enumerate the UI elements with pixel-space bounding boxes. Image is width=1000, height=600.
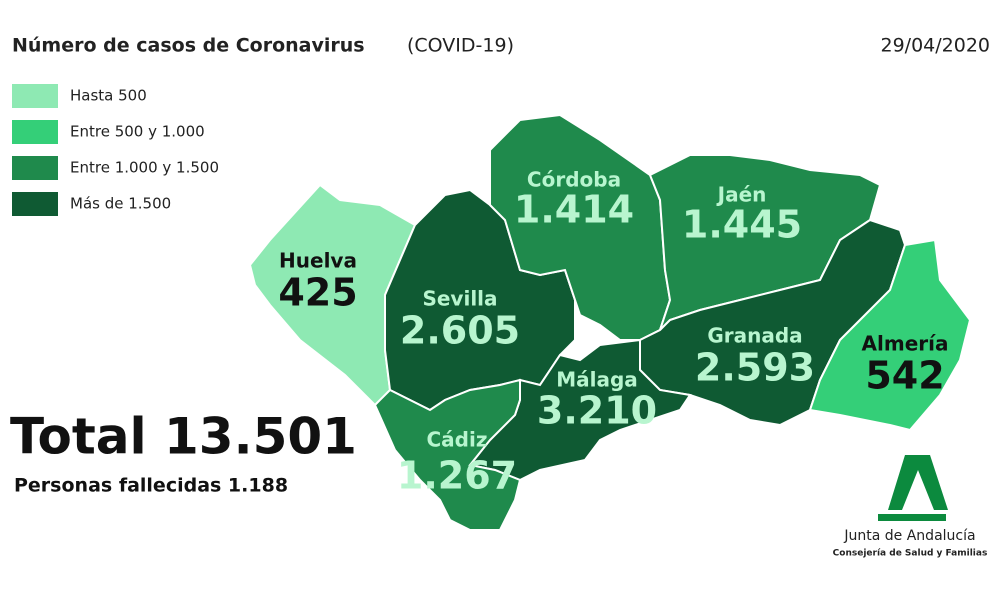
province-name: Jaén	[716, 183, 767, 207]
province-name: Granada	[707, 324, 802, 348]
legend-label: Más de 1.500	[70, 195, 171, 213]
province-name: Sevilla	[422, 287, 497, 311]
legend: Hasta 500 Entre 500 y 1.000 Entre 1.000 y …	[12, 84, 219, 216]
province-name: Huelva	[279, 249, 357, 273]
province-name: Almería	[862, 332, 949, 356]
date: 29/04/2020	[880, 35, 990, 57]
province-cases: 1.445	[682, 203, 802, 247]
legend-swatch	[12, 120, 58, 144]
subtitle: (COVID-19)	[407, 35, 514, 57]
logo-name: Junta de Andalucía	[843, 528, 975, 544]
map	[248, 113, 972, 531]
province-cases: 425	[278, 271, 357, 315]
province-name: Córdoba	[527, 168, 621, 192]
province-cases: 1.414	[514, 188, 634, 232]
province-name: Málaga	[556, 368, 638, 392]
total: Total 13.501	[10, 408, 357, 466]
logo-mark	[888, 455, 948, 510]
province-cases: 3.210	[537, 389, 657, 433]
province-name: Cádiz	[427, 428, 488, 452]
province-cases: 542	[865, 354, 944, 398]
legend-label: Entre 1.000 y 1.500	[70, 159, 219, 177]
legend-swatch	[12, 84, 58, 108]
legend-label: Entre 500 y 1.000	[70, 123, 205, 141]
province-cases: 1.267	[397, 454, 517, 498]
title: Número de casos de Coronavirus	[12, 35, 365, 57]
province-shape	[808, 238, 972, 432]
logo-bar	[878, 514, 946, 521]
legend-swatch	[12, 156, 58, 180]
legend-swatch	[12, 192, 58, 216]
logo-department: Consejería de Salud y Familias	[833, 549, 988, 559]
legend-label: Hasta 500	[70, 87, 147, 105]
province-shape	[373, 378, 522, 531]
logo: Junta de Andalucía Consejería de Salud y…	[833, 455, 988, 559]
deaths: Personas fallecidas 1.188	[14, 475, 288, 497]
province-cases: 2.605	[400, 309, 520, 353]
province-cases: 2.593	[695, 346, 815, 390]
